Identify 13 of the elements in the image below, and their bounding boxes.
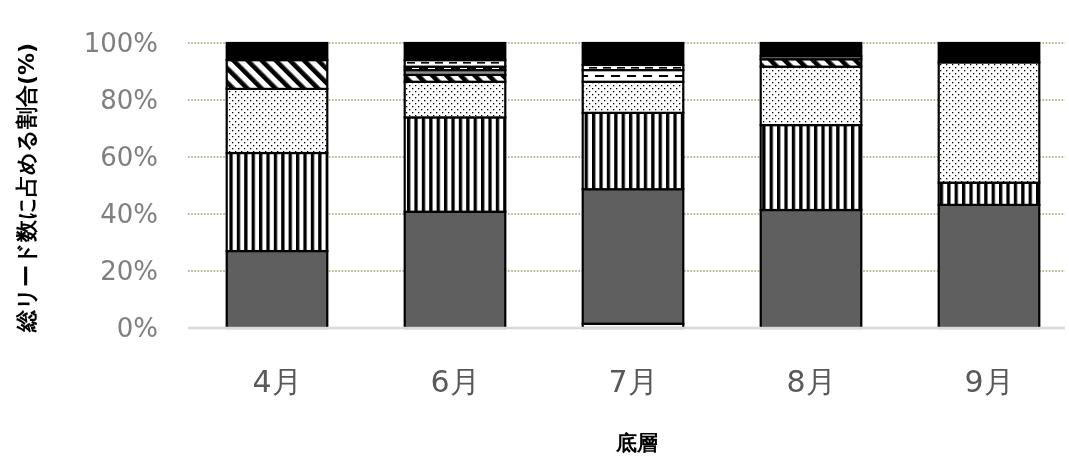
x-tick-label: 8月: [786, 364, 836, 399]
x-tick-label: 6月: [430, 364, 480, 399]
y-axis-title: 総リード数に占める割合(%): [14, 42, 39, 334]
x-axis-title: 底層: [614, 431, 658, 455]
x-tick-label: 4月: [252, 364, 302, 399]
y-tick-label: 80%: [100, 85, 158, 115]
x-tick-label: 7月: [608, 364, 658, 399]
y-tick-label: 60%: [100, 142, 158, 172]
y-tick-label: 100%: [83, 28, 158, 58]
y-tick-label: 20%: [100, 256, 158, 286]
y-tick-label: 40%: [100, 199, 158, 229]
y-tick-label: 0%: [116, 313, 158, 343]
x-tick-label: 9月: [964, 364, 1014, 399]
